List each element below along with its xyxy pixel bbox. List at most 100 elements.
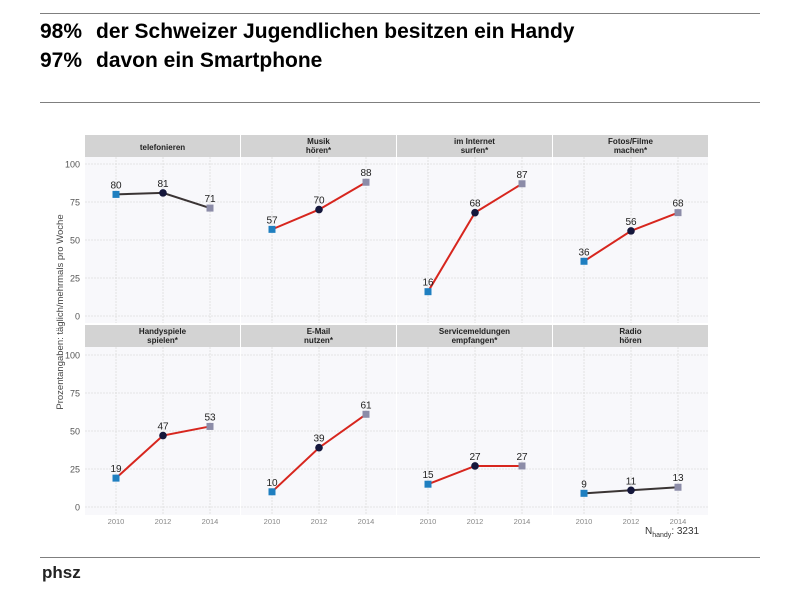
panel-title: surfen* bbox=[461, 146, 489, 155]
data-point-2012 bbox=[159, 431, 167, 440]
panel-title: Fotos/Filme bbox=[608, 137, 653, 146]
data-point-2012 bbox=[315, 443, 323, 452]
data-point-2014 bbox=[362, 178, 370, 186]
data-point-2010 bbox=[580, 257, 588, 265]
sample-size-subscript: handy bbox=[652, 532, 672, 539]
data-point-2012 bbox=[471, 462, 479, 470]
panel-background bbox=[397, 347, 552, 515]
data-label: 36 bbox=[578, 247, 590, 258]
data-point-2014 bbox=[362, 410, 370, 418]
y-tick-label: 100 bbox=[65, 351, 80, 361]
x-tick-label: 2012 bbox=[311, 517, 328, 526]
data-point-2014 bbox=[674, 209, 682, 217]
panel-title: im Internet bbox=[454, 137, 495, 146]
data-label: 61 bbox=[360, 400, 372, 411]
data-point-2012 bbox=[627, 486, 635, 495]
data-point-2014 bbox=[674, 483, 682, 491]
data-label: 15 bbox=[422, 470, 434, 481]
panel-background bbox=[241, 347, 396, 515]
data-label: 27 bbox=[516, 452, 528, 463]
panel-title: hören bbox=[619, 336, 641, 345]
data-label: 53 bbox=[204, 412, 216, 423]
panel-title: machen* bbox=[614, 146, 648, 155]
panel-strip bbox=[241, 325, 396, 347]
panel-title: hören* bbox=[306, 146, 332, 155]
data-point-2012 bbox=[315, 205, 323, 214]
panel-title: Servicemeldungen bbox=[439, 327, 510, 336]
data-label: 47 bbox=[157, 422, 169, 433]
data-label: 68 bbox=[469, 199, 481, 210]
x-tick-label: 2012 bbox=[623, 517, 640, 526]
sample-size-note: Nhandy: 3231 bbox=[645, 526, 700, 539]
panel-strip bbox=[553, 135, 708, 157]
panel-title: telefonieren bbox=[140, 143, 185, 152]
footer-rule bbox=[40, 557, 760, 558]
data-label: 80 bbox=[110, 180, 122, 191]
headline-1-text: der Schweizer Jugendlichen besitzen ein … bbox=[96, 20, 575, 43]
headline-2-pct: 97% bbox=[40, 49, 83, 72]
panel-background bbox=[553, 157, 708, 323]
data-point-2012 bbox=[627, 227, 635, 235]
data-label: 87 bbox=[516, 170, 528, 181]
x-tick-label: 2014 bbox=[202, 517, 219, 526]
data-label: 19 bbox=[110, 464, 122, 475]
y-tick-label: 50 bbox=[70, 236, 80, 246]
y-tick-label: 50 bbox=[70, 427, 80, 437]
panel-strip bbox=[397, 325, 552, 347]
panel-background bbox=[241, 157, 396, 323]
data-label: 56 bbox=[625, 217, 637, 228]
panel-title: Radio bbox=[619, 327, 641, 336]
headline-2: 97% davon ein Smartphone bbox=[40, 49, 322, 73]
panel-background bbox=[397, 157, 552, 323]
data-label: 39 bbox=[313, 434, 325, 445]
top-rule bbox=[40, 13, 760, 14]
header-rule bbox=[40, 102, 760, 103]
y-tick-label: 100 bbox=[65, 160, 80, 170]
data-label: 16 bbox=[422, 278, 434, 289]
y-tick-label: 0 bbox=[75, 503, 80, 513]
y-tick-label: 25 bbox=[70, 274, 80, 284]
panel-strip bbox=[85, 325, 240, 347]
phsz-logo: phsz bbox=[42, 563, 81, 582]
panel-strip bbox=[553, 325, 708, 347]
panel-strip bbox=[241, 135, 396, 157]
sample-size-value: : 3231 bbox=[671, 526, 699, 537]
data-label: 27 bbox=[469, 452, 481, 463]
panel-title: Handyspiele bbox=[139, 327, 187, 336]
x-tick-label: 2010 bbox=[108, 517, 125, 526]
x-tick-label: 2010 bbox=[576, 517, 593, 526]
data-label: 70 bbox=[313, 196, 325, 207]
panel-strip bbox=[397, 135, 552, 157]
data-point-2014 bbox=[518, 462, 526, 470]
x-tick-label: 2012 bbox=[467, 517, 484, 526]
data-point-2014 bbox=[206, 204, 214, 212]
panel-title: spielen* bbox=[147, 336, 179, 345]
data-point-2014 bbox=[206, 422, 214, 430]
headline-1-pct: 98% bbox=[40, 20, 83, 43]
data-point-2010 bbox=[424, 480, 432, 488]
data-label: 71 bbox=[204, 194, 216, 205]
panel-title: Musik bbox=[307, 137, 330, 146]
data-point-2010 bbox=[424, 288, 432, 296]
data-label: 81 bbox=[157, 179, 169, 190]
data-point-2010 bbox=[580, 489, 588, 497]
data-point-2010 bbox=[112, 190, 120, 198]
y-tick-label: 75 bbox=[70, 198, 80, 208]
data-point-2010 bbox=[268, 225, 276, 233]
panel-title: E-Mail bbox=[307, 327, 331, 336]
x-tick-label: 2010 bbox=[420, 517, 437, 526]
y-axis-label: Prozentangaben: täglich/mehrmals pro Woc… bbox=[55, 214, 66, 409]
y-tick-label: 75 bbox=[70, 389, 80, 399]
x-tick-label: 2012 bbox=[155, 517, 172, 526]
data-point-2010 bbox=[112, 474, 120, 482]
data-label: 13 bbox=[672, 473, 684, 484]
panel-strip bbox=[85, 135, 240, 157]
data-label: 10 bbox=[266, 478, 278, 489]
data-point-2010 bbox=[268, 488, 276, 496]
data-point-2014 bbox=[518, 180, 526, 188]
headline-1: 98% der Schweizer Jugendlichen besitzen e… bbox=[40, 20, 574, 44]
panel-title: nutzen* bbox=[304, 336, 334, 345]
y-tick-label: 25 bbox=[70, 465, 80, 475]
x-tick-label: 2010 bbox=[264, 517, 281, 526]
